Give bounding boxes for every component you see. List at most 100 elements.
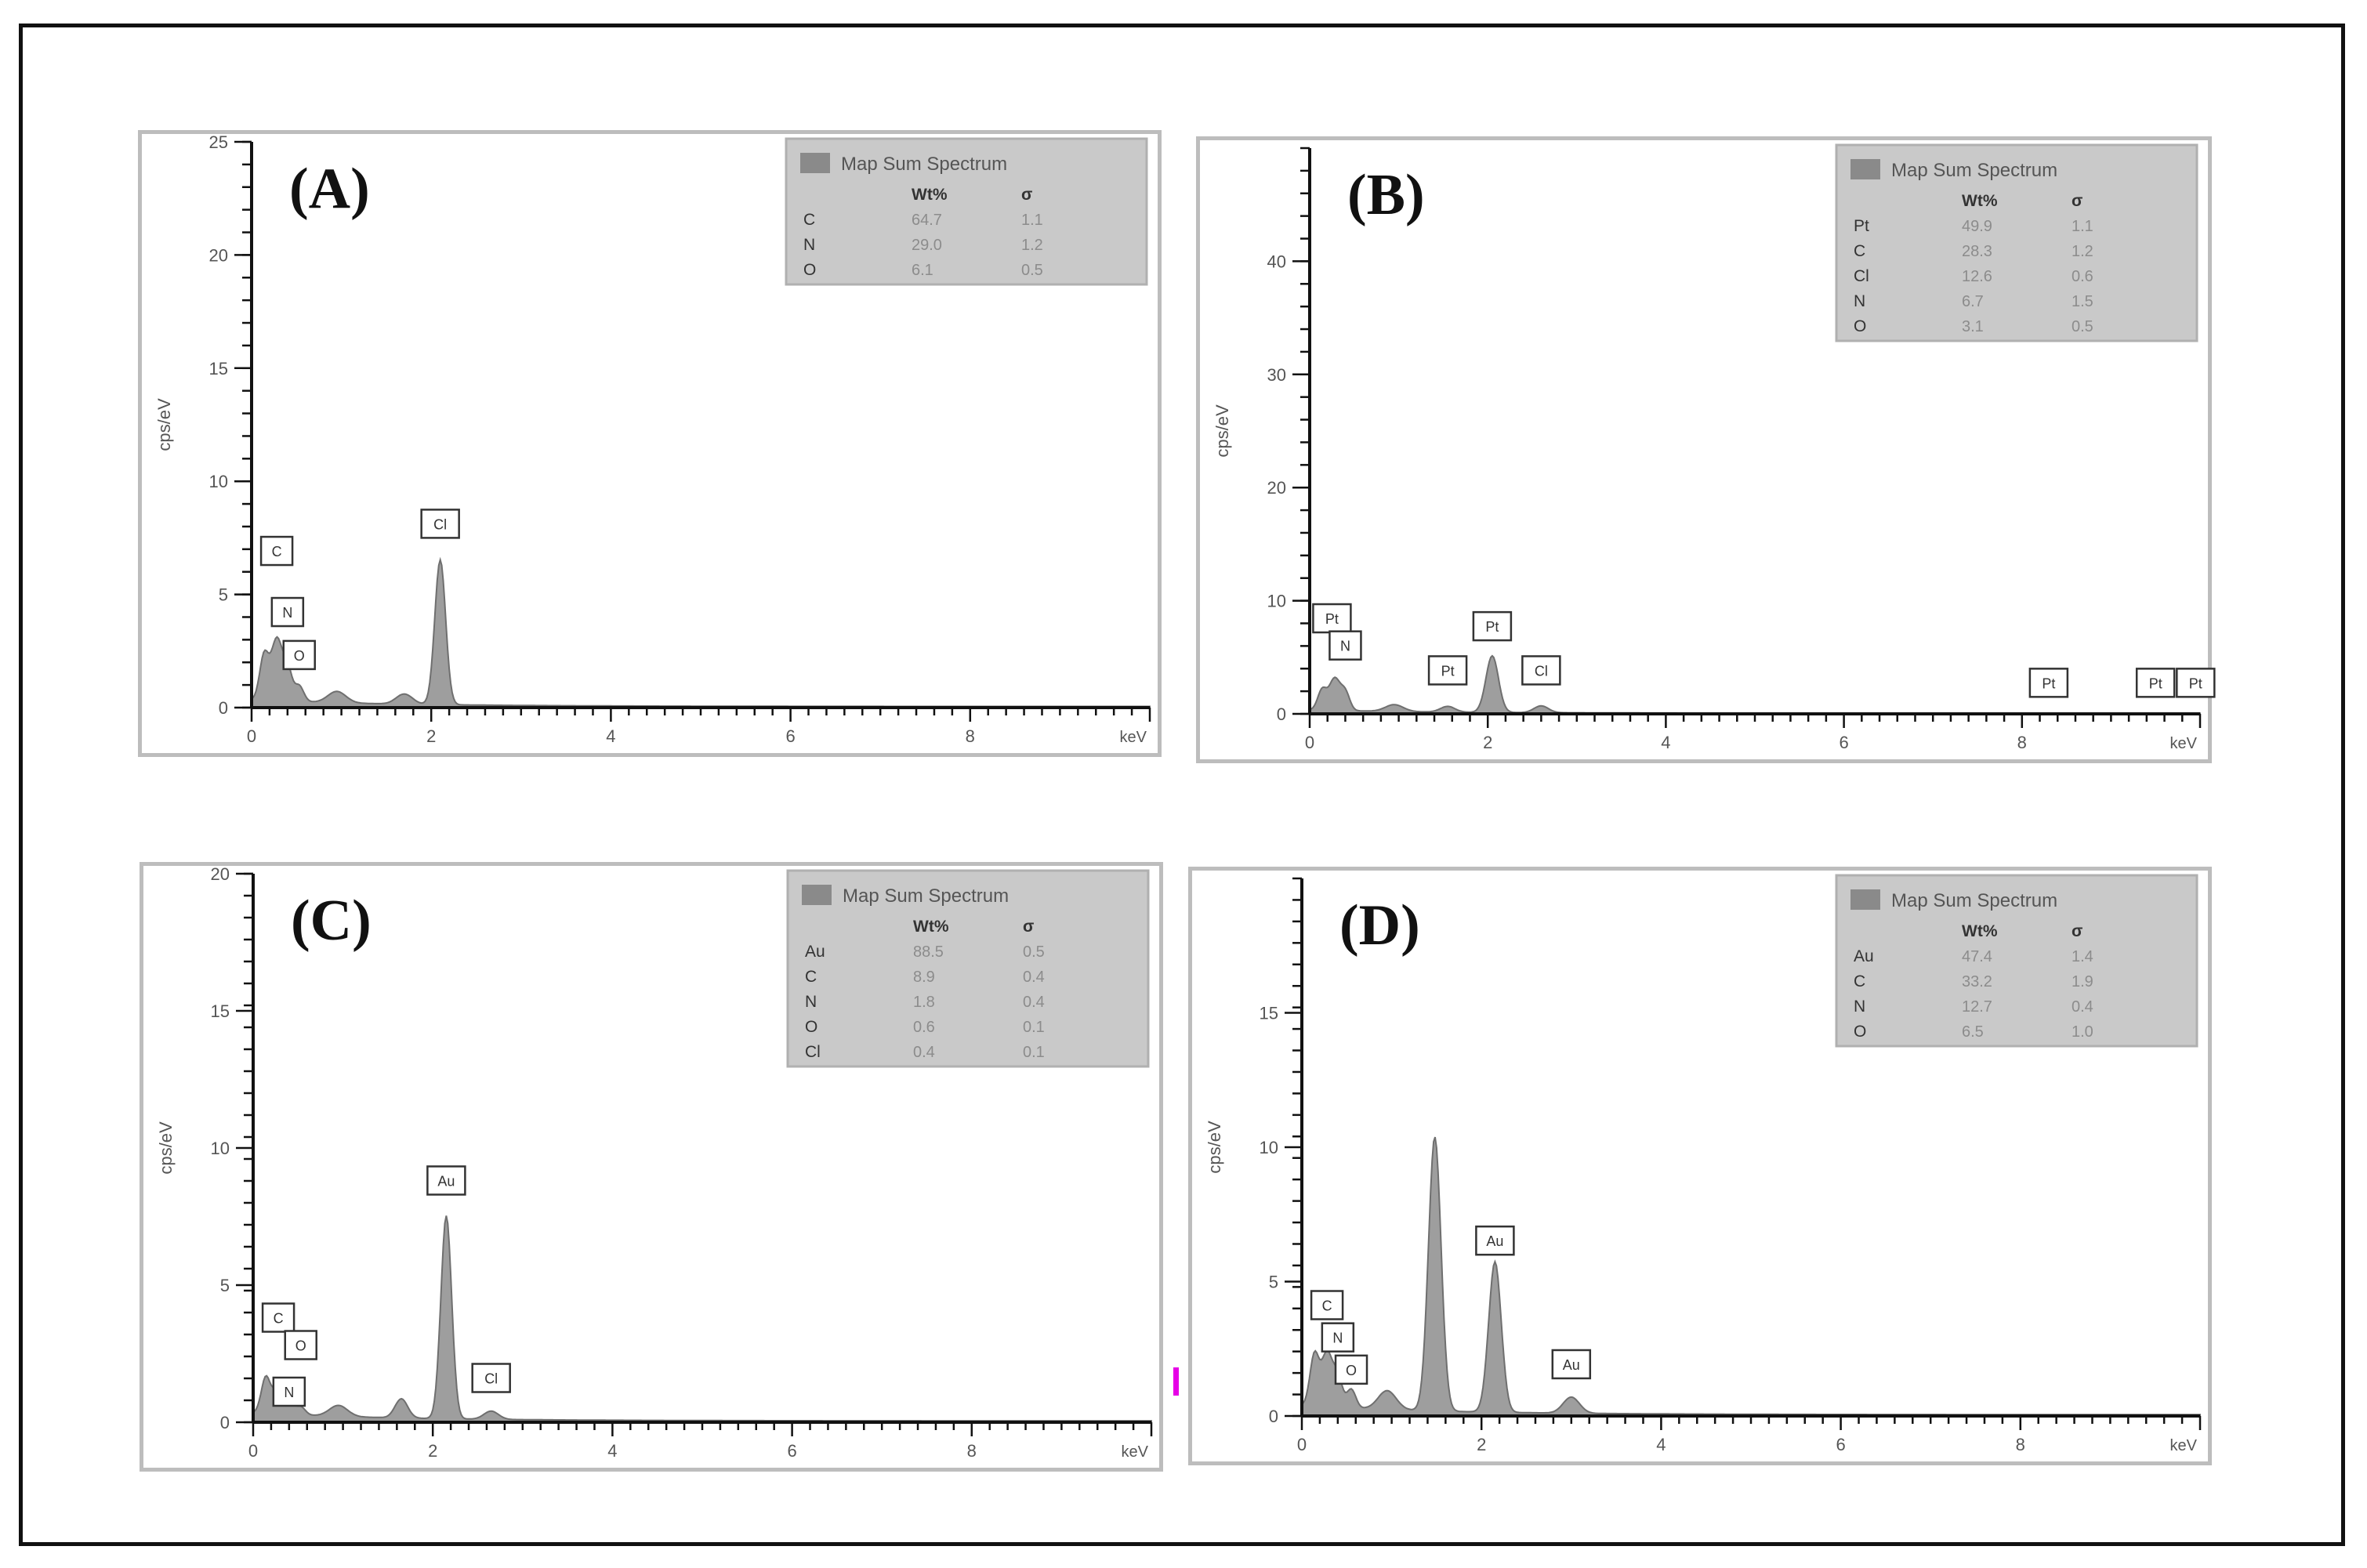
legend-box: [1835, 874, 2198, 1048]
legend-element: O: [1854, 317, 1866, 335]
legend-col-sigma: σ: [1023, 918, 1034, 936]
y-tick-label: 10: [209, 472, 228, 491]
x-tick-label: 8: [2017, 733, 2027, 752]
magenta-mark: [1173, 1367, 1179, 1396]
panel-label: (D): [1339, 893, 1420, 958]
legend-sigma: 1.2: [1021, 237, 1043, 254]
panel-d: 0 2 4 6 8 keV 0 5 10 15 cps/eV (D) Map Sum Spectrum W…: [1188, 867, 2212, 1465]
y-tick-label: 5: [1269, 1273, 1278, 1292]
peak-label-text: N: [282, 605, 292, 621]
legend-sigma: 0.4: [1023, 969, 1045, 986]
legend-element: C: [1854, 972, 1865, 990]
peak-label-text: C: [272, 544, 282, 559]
peak-label-box: [471, 1363, 511, 1393]
legend-wt: 0.4: [913, 1044, 935, 1061]
peak-label-box: [1310, 1290, 1344, 1320]
legend-wt: 0.6: [913, 1019, 935, 1036]
legend-wt: 64.7: [912, 212, 942, 229]
spectrum-chart: 0 2 4 6 8 keV 0 10 20 30 40 cps/eV (B) Map Sum Spectr…: [1212, 143, 2216, 752]
legend-sigma: 1.1: [2072, 218, 2093, 235]
peak-label: C: [259, 535, 294, 567]
peak-label: N: [272, 1376, 306, 1407]
legend-element: Au: [1854, 947, 1874, 965]
peak-label: C: [261, 1302, 295, 1333]
legend-col-wt: Wt%: [913, 918, 949, 936]
x-axis-label: keV: [2170, 1437, 2198, 1454]
peak-label-text: N: [1340, 639, 1350, 654]
y-tick-label: 0: [1269, 1407, 1278, 1426]
x-tick-label: 6: [1839, 733, 1848, 752]
peak-label: Cl: [1521, 655, 1561, 686]
y-tick-label: 5: [220, 1276, 230, 1295]
peak-label: Cl: [471, 1363, 511, 1393]
y-tick-label: 10: [211, 1139, 230, 1158]
legend-element: N: [805, 993, 817, 1011]
legend-title: Map Sum Spectrum: [843, 885, 1009, 907]
peak-label-text: Au: [1563, 1357, 1580, 1373]
legend-sigma: 1.5: [2072, 293, 2093, 310]
peak-label-text: Pt: [1485, 619, 1499, 635]
panel-b: 0 2 4 6 8 keV 0 10 20 30 40 cps/eV (B) Map Sum Spectr…: [1196, 136, 2216, 763]
legend-sigma: 0.4: [2072, 998, 2093, 1016]
legend-element: C: [805, 968, 817, 986]
y-tick-label: 25: [209, 132, 228, 152]
legend-element: O: [803, 261, 816, 279]
legend-box: [785, 137, 1148, 286]
spectrum-chart: 0 2 4 6 8 keV 0 5 10 15 cps/eV (D) Map Sum Spectrum W…: [1205, 874, 2202, 1454]
y-tick-label: 20: [209, 245, 228, 265]
x-tick-label: 4: [1661, 733, 1670, 752]
legend-sigma: 0.5: [2072, 318, 2093, 335]
peak-label: C: [1310, 1290, 1344, 1320]
peak-label: O: [282, 639, 316, 671]
legend-element: N: [803, 236, 815, 254]
legend-col-sigma: σ: [2072, 192, 2082, 210]
x-axis-label: keV: [2170, 735, 2198, 752]
spectrum-chart: 0 2 4 6 8 keV 0 5 10 15 20 25 cps/eV (A) Map Sum Spect…: [154, 132, 1151, 746]
legend-element: Au: [805, 943, 825, 961]
y-tick-label: 20: [211, 864, 230, 884]
legend-swatch: [1850, 159, 1880, 179]
peak-label-box: [420, 509, 460, 539]
legend-sigma: 1.2: [2072, 243, 2093, 260]
y-tick-label: 0: [1277, 704, 1286, 724]
peak-label-box: [272, 1376, 306, 1407]
legend-sigma: 1.0: [2072, 1023, 2093, 1041]
peak-label-text: Au: [437, 1174, 455, 1190]
peak-label-text: O: [1346, 1363, 1357, 1378]
x-tick-label: 6: [785, 726, 795, 746]
legend-sigma: 1.1: [1021, 212, 1043, 229]
panel-label: (B): [1347, 163, 1425, 227]
legend-wt: 6.1: [912, 262, 933, 279]
panel-c: 0 2 4 6 8 keV 0 5 10 15 20 cps/eV (C) Map Sum Spectru…: [140, 862, 1163, 1472]
legend-sigma: 0.1: [1023, 1044, 1045, 1061]
legend-element: N: [1854, 292, 1865, 310]
peak-label-box: [261, 1302, 295, 1333]
peak-label-box: [282, 639, 316, 671]
peak-label-text: O: [295, 1338, 306, 1354]
peak-label-box: [2135, 668, 2176, 698]
y-axis-label: cps/eV: [154, 398, 174, 451]
peak-label: Pt: [2028, 668, 2069, 698]
y-tick-label: 5: [219, 585, 228, 605]
peak-label-box: [426, 1165, 466, 1196]
x-tick-label: 2: [1477, 1435, 1486, 1454]
peak-label: N: [270, 596, 305, 628]
legend-element: O: [805, 1018, 817, 1036]
peak-label: O: [1334, 1354, 1368, 1385]
peak-label-text: Cl: [433, 516, 447, 532]
peak-label-text: Pt: [2042, 675, 2055, 691]
panel-label: (C): [291, 889, 372, 953]
legend-wt: 12.7: [1962, 998, 1992, 1016]
spectrum-chart: 0 2 4 6 8 keV 0 5 10 15 20 cps/eV (C) Map Sum Spectru…: [156, 864, 1153, 1461]
x-tick-label: 8: [967, 1441, 977, 1461]
legend-col-wt: Wt%: [1962, 192, 1998, 210]
legend: Map Sum Spectrum Wt% σ Au 47.4 1.4 C 33.2 1.9 N 12…: [1835, 874, 2198, 1048]
panel-a: 0 2 4 6 8 keV 0 5 10 15 20 25 cps/eV (A) Map Sum Spect…: [138, 130, 1162, 757]
legend-sigma: 1.9: [2072, 973, 2093, 990]
peak-label-box: [1551, 1349, 1592, 1380]
legend-element: Pt: [1854, 217, 1869, 235]
x-tick-label: 0: [248, 1441, 258, 1461]
y-tick-label: 30: [1267, 365, 1286, 385]
legend-title: Map Sum Spectrum: [1891, 890, 2057, 911]
legend-sigma: 0.5: [1023, 943, 1045, 961]
